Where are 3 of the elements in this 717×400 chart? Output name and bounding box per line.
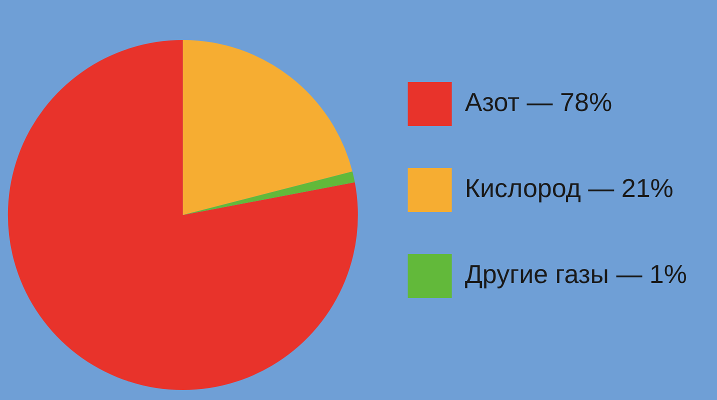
legend-label: Кислород — 21% bbox=[464, 173, 674, 204]
legend-label: Азот — 78% bbox=[464, 87, 612, 118]
legend-label: Другие газы — 1% bbox=[464, 259, 688, 290]
